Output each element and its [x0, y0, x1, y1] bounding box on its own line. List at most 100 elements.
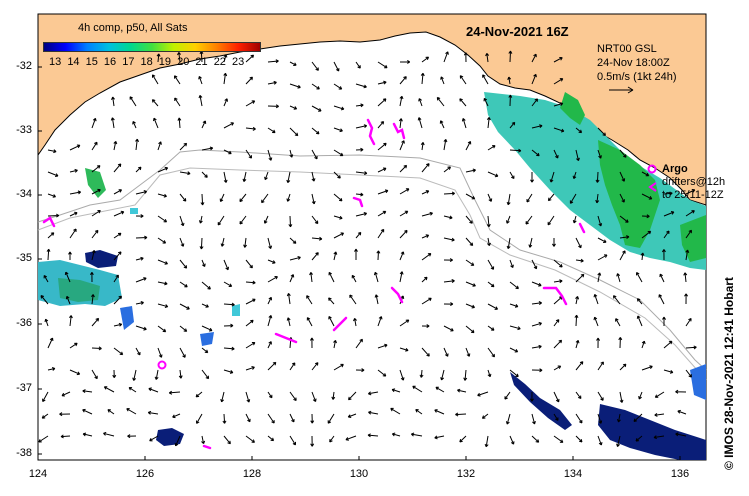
- current-arrow: [420, 141, 425, 151]
- current-arrow: [575, 237, 582, 249]
- current-arrow: [504, 391, 511, 400]
- current-arrow: [289, 149, 294, 158]
- current-arrow: [199, 237, 204, 250]
- lat-tick: -32: [16, 60, 32, 72]
- current-arrow: [575, 273, 585, 283]
- current-arrow: [223, 346, 235, 351]
- current-arrow: [619, 171, 626, 182]
- current-arrow: [311, 61, 319, 71]
- current-arrow: [685, 249, 690, 261]
- current-arrow: [151, 99, 159, 107]
- current-arrow: [245, 298, 256, 305]
- current-arrow: [465, 237, 474, 246]
- current-arrow: [47, 193, 56, 198]
- current-arrow: [443, 325, 454, 332]
- current-arrow: [267, 413, 275, 424]
- current-arrow: [597, 435, 603, 446]
- current-arrow: [333, 149, 344, 157]
- current-arrow: [91, 369, 98, 380]
- current-arrow: [399, 229, 408, 239]
- current-arrow: [636, 315, 643, 327]
- current-arrow: [69, 168, 78, 173]
- current-arrow: [157, 303, 169, 308]
- argo-track: [332, 316, 348, 332]
- current-arrow: [529, 391, 534, 402]
- current-arrow: [91, 294, 95, 305]
- current-arrow: [377, 80, 387, 85]
- slope-contour: [37, 167, 707, 381]
- current-arrow: [113, 251, 122, 261]
- current-arrow: [201, 435, 206, 445]
- current-arrow: [289, 105, 298, 110]
- current-arrow: [553, 365, 562, 371]
- current-arrow: [179, 281, 188, 288]
- argo-tracks: [42, 118, 586, 450]
- current-arrow: [157, 166, 169, 173]
- sst-cold-patch-southeast: [598, 404, 706, 460]
- current-arrow: [289, 61, 297, 66]
- current-arrow: [245, 280, 256, 285]
- current-arrow: [569, 193, 577, 204]
- current-arrow: [635, 435, 643, 442]
- current-arrow: [201, 146, 214, 151]
- current-arrow: [311, 391, 317, 402]
- current-arrow: [355, 338, 363, 349]
- argo-range-label: to 25/11-12Z: [662, 189, 724, 201]
- current-arrow: [220, 237, 225, 247]
- current-arrow: [465, 259, 475, 266]
- current-arrow: [531, 413, 536, 425]
- current-arrow: [201, 259, 206, 267]
- current-arrow: [553, 78, 564, 85]
- current-arrow: [399, 95, 404, 107]
- current-arrow: [439, 120, 445, 129]
- current-arrow: [531, 344, 542, 349]
- current-arrow: [653, 435, 665, 440]
- current-arrow: [531, 98, 538, 107]
- current-arrow: [333, 105, 345, 111]
- colorbar-tick: 22: [213, 56, 226, 68]
- current-arrow: [135, 190, 148, 195]
- current-arrow: [135, 235, 148, 240]
- current-arrow: [245, 413, 251, 423]
- current-arrow: [551, 238, 556, 247]
- current-arrow: [465, 281, 476, 287]
- current-arrow: [547, 215, 555, 226]
- current-arrow: [349, 294, 357, 305]
- current-arrow: [613, 295, 621, 305]
- current-arrow: [69, 228, 77, 239]
- current-arrow: [201, 281, 211, 290]
- current-arrow: [201, 120, 207, 129]
- current-arrow: [174, 97, 181, 107]
- current-arrow: [222, 413, 227, 424]
- current-arrow: [572, 171, 577, 179]
- current-arrow: [553, 57, 563, 63]
- scale-arrow: [609, 86, 634, 94]
- current-arrow: [82, 389, 93, 393]
- argo-drifters-label: drifters@12h: [662, 176, 726, 188]
- current-arrow: [435, 386, 445, 393]
- current-arrow: [633, 413, 643, 422]
- current-arrow: [553, 413, 559, 421]
- current-arrow: [677, 409, 687, 415]
- current-arrow: [267, 341, 272, 349]
- current-arrow: [135, 347, 141, 356]
- current-arrow: [91, 210, 101, 217]
- australia-coastline: [37, 13, 707, 206]
- current-arrow: [553, 127, 565, 133]
- current-arrow: [245, 76, 253, 85]
- current-arrow: [286, 292, 291, 305]
- current-arrow: [662, 316, 667, 326]
- current-arrow: [487, 281, 495, 288]
- current-arrow: [201, 303, 209, 308]
- current-arrow: [509, 259, 514, 268]
- current-arrow: [675, 432, 687, 437]
- current-arrow: [267, 361, 277, 371]
- current-arrow: [398, 118, 403, 129]
- current-arrow: [219, 193, 225, 203]
- current-arrow: [509, 303, 519, 308]
- current-arrow: [595, 171, 600, 183]
- current-arrow: [465, 303, 475, 309]
- current-arrow: [157, 141, 162, 151]
- current-arrow: [311, 252, 319, 261]
- current-arrow: [311, 193, 316, 205]
